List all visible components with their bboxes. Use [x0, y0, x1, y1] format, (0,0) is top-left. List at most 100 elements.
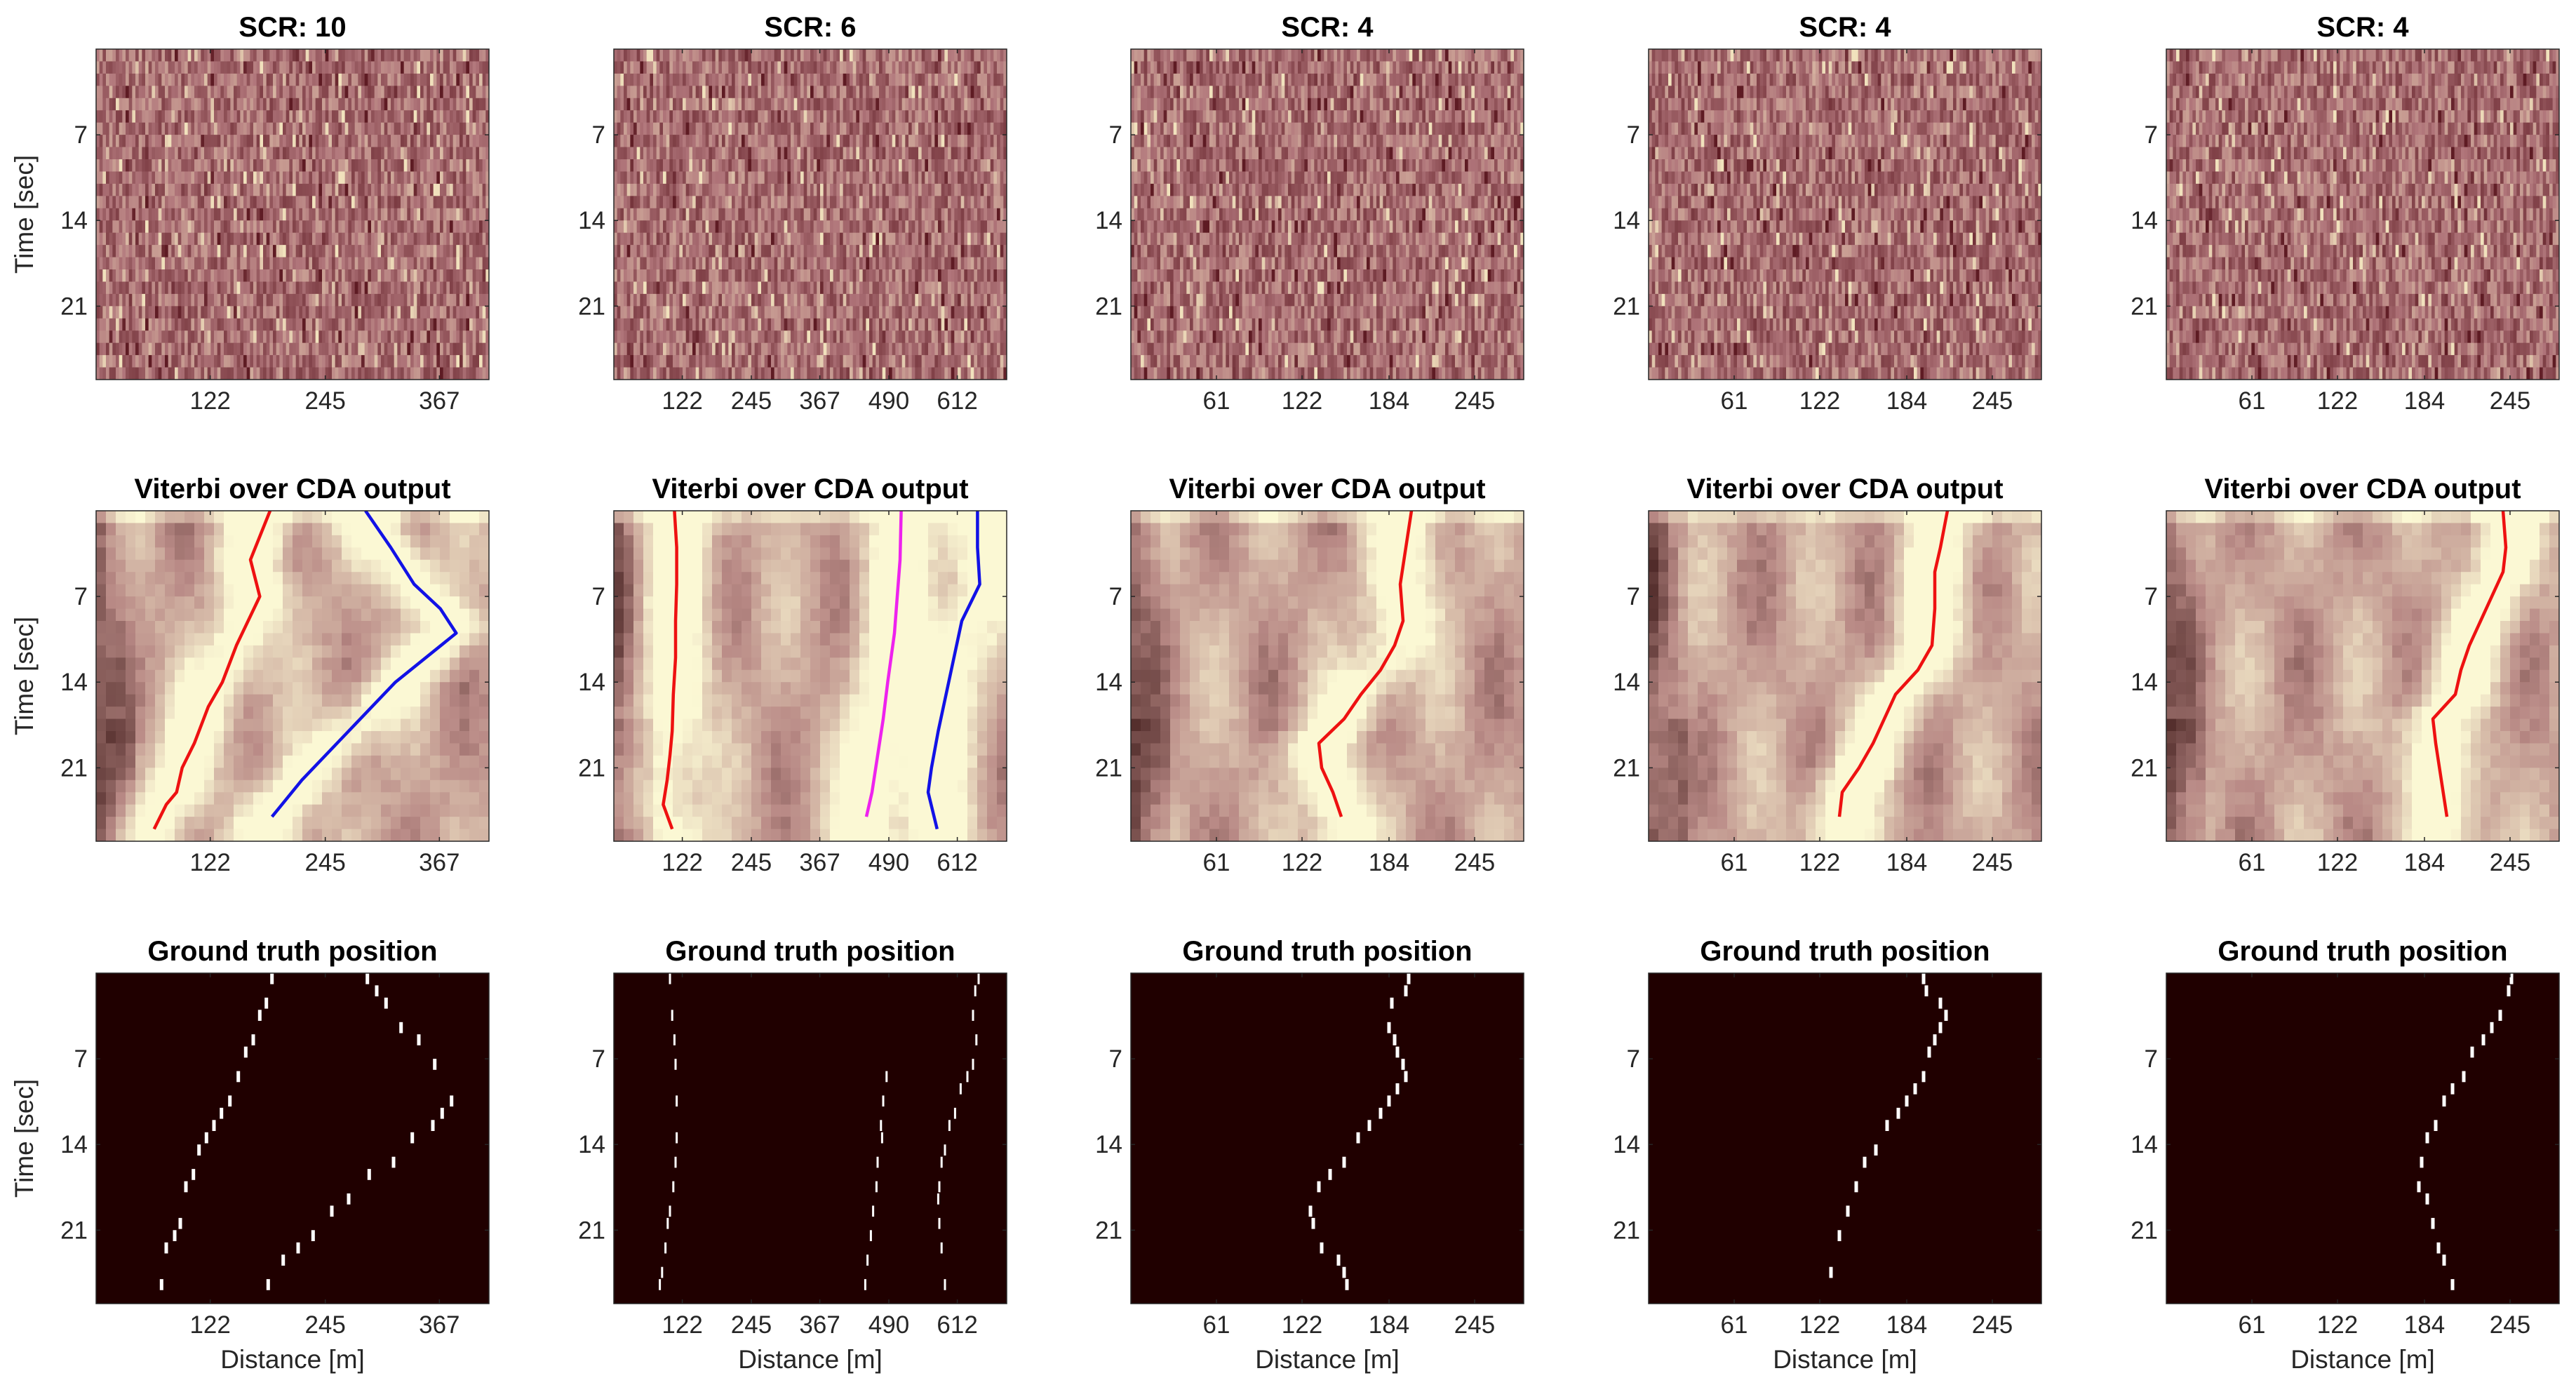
noise-cell — [459, 293, 464, 307]
noise-cell — [391, 196, 395, 209]
noise-cell — [283, 245, 287, 258]
heat-cell — [273, 731, 283, 744]
noise-cell — [450, 73, 454, 86]
noise-cell — [145, 245, 149, 258]
noise-cell — [152, 318, 156, 331]
noise-cell — [250, 306, 254, 319]
noise-cell — [342, 122, 346, 135]
heat-cell — [145, 547, 156, 561]
noise-cell — [217, 257, 221, 270]
noise-cell — [630, 49, 634, 62]
noise-cell — [227, 98, 231, 111]
noise-cell — [650, 330, 654, 344]
noise-cell — [168, 232, 172, 246]
noise-cell — [397, 281, 401, 295]
noise-cell — [633, 159, 638, 173]
truth-mark — [431, 1120, 435, 1131]
noise-cell — [289, 281, 293, 295]
noise-cell — [452, 355, 457, 368]
heat-cell — [185, 768, 195, 781]
noise-cell — [96, 367, 100, 380]
noise-cell — [666, 245, 670, 258]
heat-cell — [145, 718, 156, 732]
noise-cell — [201, 220, 205, 234]
noise-cell — [397, 135, 401, 148]
noise-cell — [279, 122, 283, 135]
noise-cell — [476, 342, 480, 356]
noise-cell — [450, 245, 454, 258]
heat-cell — [469, 779, 480, 793]
noise-cell — [289, 122, 293, 135]
noise-cell — [116, 159, 120, 173]
noise-cell — [436, 86, 441, 99]
noise-cell — [148, 245, 152, 258]
noise-cell — [387, 245, 391, 258]
noise-cell — [361, 318, 365, 331]
noise-cell — [194, 208, 199, 221]
noise-cell — [171, 220, 175, 234]
noise-cell — [387, 269, 391, 283]
heat-cell — [420, 523, 431, 536]
heat-cell — [116, 707, 126, 720]
noise-cell — [293, 208, 297, 221]
heat-cell — [135, 572, 146, 585]
noise-cell — [106, 61, 110, 74]
heat-cell — [126, 755, 136, 768]
noise-cell — [633, 61, 638, 74]
noise-cell — [246, 49, 250, 62]
noise-cell — [446, 196, 450, 209]
noise-cell — [328, 355, 333, 368]
noise-cell — [177, 98, 182, 111]
noise-cell — [371, 122, 375, 135]
noise-cell — [663, 269, 667, 283]
noise-cell — [171, 98, 175, 111]
noise-cell — [175, 208, 179, 221]
noise-cell — [240, 208, 244, 221]
heat-cell — [342, 572, 352, 585]
noise-cell — [279, 355, 283, 368]
noise-cell — [293, 159, 297, 173]
heat-cell — [351, 817, 362, 830]
noise-cell — [220, 208, 224, 221]
noise-cell — [187, 306, 192, 319]
noise-cell — [423, 355, 427, 368]
noise-cell — [397, 367, 401, 380]
noise-cell — [109, 208, 113, 221]
noise-cell — [152, 183, 156, 196]
noise-cell — [614, 49, 618, 62]
noise-cell — [397, 342, 401, 356]
heat-cell — [234, 718, 244, 732]
heat-cell — [253, 559, 264, 573]
heat-cell — [204, 511, 215, 524]
noise-cell — [436, 281, 441, 295]
noise-cell — [325, 159, 329, 173]
heat-cell — [135, 523, 146, 536]
noise-cell — [676, 122, 680, 135]
heat-cell — [253, 707, 264, 720]
noise-cell — [207, 73, 211, 86]
noise-cell — [224, 110, 228, 123]
noise-cell — [348, 196, 352, 209]
noise-cell — [620, 232, 624, 246]
noise-cell — [328, 49, 333, 62]
noise-cell — [377, 355, 382, 368]
noise-cell — [312, 135, 316, 148]
noise-cell — [243, 98, 248, 111]
noise-cell — [322, 183, 326, 196]
noise-cell — [456, 110, 460, 123]
noise-cell — [142, 183, 146, 196]
noise-cell — [220, 110, 224, 123]
heat-cell — [469, 608, 480, 622]
noise-cell — [653, 269, 657, 283]
noise-cell — [436, 293, 441, 307]
heat-cell — [116, 669, 126, 683]
noise-cell — [116, 110, 120, 123]
noise-cell — [152, 86, 156, 99]
heat-cell — [204, 633, 215, 646]
noise-cell — [469, 281, 474, 295]
noise-cell — [197, 183, 201, 196]
noise-cell — [194, 257, 199, 270]
noise-cell — [181, 86, 185, 99]
noise-cell — [220, 147, 224, 160]
noise-cell — [430, 257, 434, 270]
